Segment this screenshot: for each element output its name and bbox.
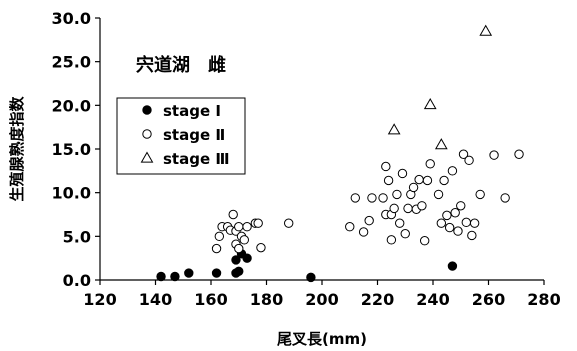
data-point xyxy=(489,150,499,160)
data-points xyxy=(156,24,524,283)
data-point xyxy=(306,272,316,283)
x-tick-label: 200 xyxy=(305,290,338,309)
data-point xyxy=(450,208,460,218)
y-axis-label: 生殖腺熟度指数 xyxy=(8,96,26,202)
data-point xyxy=(367,193,377,203)
data-point xyxy=(458,149,469,159)
data-point xyxy=(414,174,424,185)
data-point xyxy=(403,203,413,214)
data-point xyxy=(400,229,410,239)
y-tick-label: 5.0 xyxy=(63,227,91,246)
legend-marker xyxy=(142,105,152,115)
x-tick-label: 160 xyxy=(194,290,227,309)
data-point xyxy=(392,189,402,200)
data-point xyxy=(433,189,444,200)
data-point xyxy=(389,203,399,214)
y-axis-ticks: 0.0 5.0 10.0 15.0 20.0 25.0 30.0 xyxy=(52,9,100,290)
y-tick-label: 10.0 xyxy=(52,184,91,203)
data-point xyxy=(514,149,524,159)
data-point xyxy=(464,155,474,166)
data-point xyxy=(434,138,448,150)
data-point xyxy=(439,175,449,186)
legend-label: stage Ⅰ xyxy=(163,102,221,120)
data-point xyxy=(425,159,435,169)
data-point xyxy=(242,253,252,263)
data-point xyxy=(423,97,437,110)
x-tick-label: 140 xyxy=(139,290,172,309)
data-point xyxy=(453,226,463,236)
y-tick-label: 20.0 xyxy=(52,96,91,115)
data-point xyxy=(419,236,430,246)
x-tick-label: 280 xyxy=(527,290,560,309)
data-point xyxy=(461,217,471,228)
data-point xyxy=(469,218,480,228)
data-point xyxy=(256,242,266,253)
x-axis-label: 尾叉長(mm) xyxy=(277,330,367,348)
y-tick-label: 15.0 xyxy=(52,140,91,159)
data-point xyxy=(381,161,391,172)
data-point xyxy=(500,193,510,203)
data-point xyxy=(397,168,408,179)
data-point xyxy=(422,175,433,186)
data-point xyxy=(387,123,401,135)
legend-label: stage Ⅲ xyxy=(163,150,230,168)
y-tick-label: 25.0 xyxy=(52,53,91,72)
data-point xyxy=(211,243,222,254)
legend-label: stage Ⅱ xyxy=(163,126,225,144)
y-tick-label: 0.0 xyxy=(63,271,91,290)
data-point xyxy=(234,243,244,254)
data-point xyxy=(364,215,374,226)
data-point xyxy=(417,201,427,211)
data-point xyxy=(211,268,222,278)
data-point xyxy=(345,222,355,232)
data-point xyxy=(284,218,294,228)
data-point xyxy=(447,166,458,176)
x-tick-label: 220 xyxy=(361,290,394,309)
data-point xyxy=(234,266,244,276)
data-point xyxy=(170,271,180,282)
x-axis-ticks: 120 140 160 180 200 220 240 260 280 xyxy=(83,280,561,309)
data-point xyxy=(156,271,166,282)
data-point xyxy=(447,261,458,271)
data-point xyxy=(436,218,447,228)
data-point xyxy=(456,201,466,211)
data-point xyxy=(350,193,360,203)
data-point xyxy=(358,227,369,237)
data-point xyxy=(442,210,452,221)
x-tick-label: 240 xyxy=(416,290,449,309)
x-tick-label: 120 xyxy=(83,290,116,309)
x-tick-label: 180 xyxy=(250,290,283,309)
data-point xyxy=(475,189,485,200)
data-point xyxy=(378,193,388,203)
legend-marker xyxy=(140,151,154,163)
data-point xyxy=(184,268,194,278)
legend-box xyxy=(116,97,246,175)
data-point xyxy=(479,24,493,36)
data-point xyxy=(242,222,252,232)
chart-title: 宍道湖 雌 xyxy=(136,54,226,76)
legend: stage Ⅰ stage Ⅱ stage Ⅲ xyxy=(116,97,246,175)
data-point xyxy=(444,222,455,233)
data-point xyxy=(408,182,419,193)
x-tick-label: 260 xyxy=(472,290,505,309)
data-point xyxy=(467,230,477,241)
data-point xyxy=(239,235,250,245)
data-point xyxy=(214,231,225,242)
data-point xyxy=(386,235,397,245)
data-point xyxy=(234,222,244,232)
legend-marker xyxy=(142,129,152,139)
data-point xyxy=(231,255,241,265)
data-point xyxy=(253,218,263,228)
data-point xyxy=(228,209,238,220)
data-point xyxy=(383,175,394,186)
data-point xyxy=(395,218,405,228)
y-tick-label: 30.0 xyxy=(52,9,91,28)
